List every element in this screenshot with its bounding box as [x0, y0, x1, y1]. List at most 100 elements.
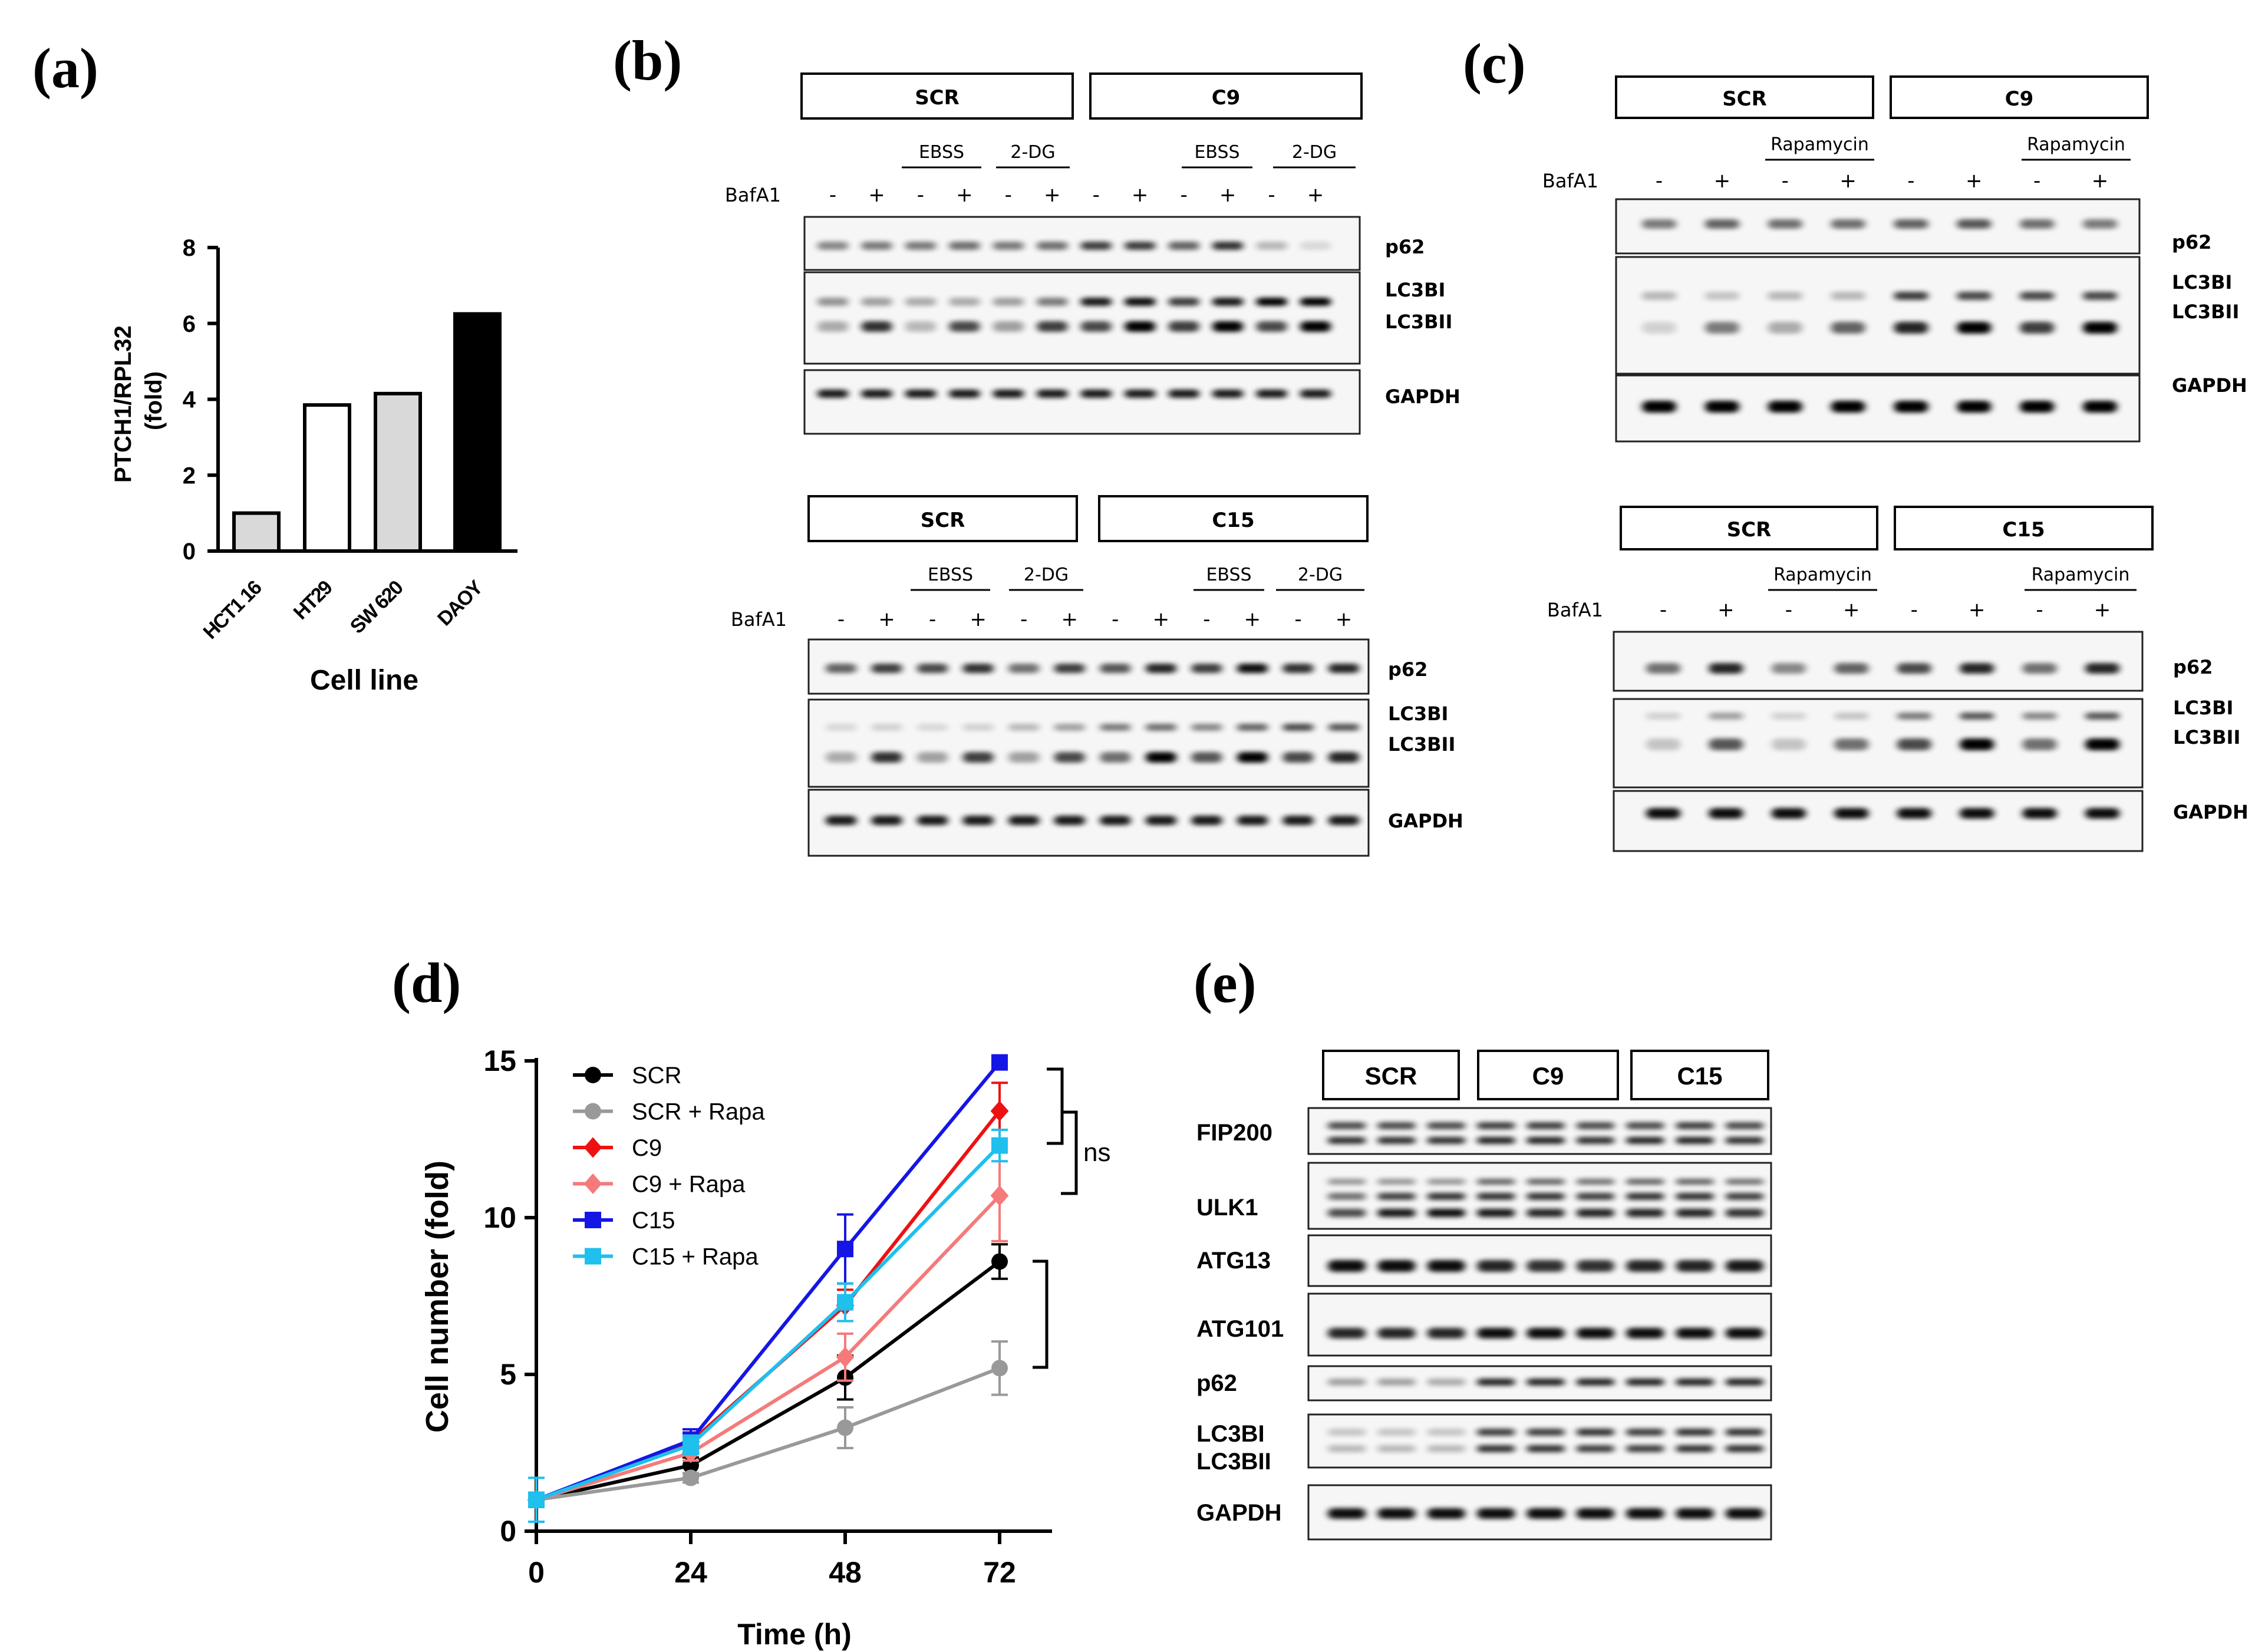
band [1145, 752, 1176, 763]
lane-sign: + [1969, 598, 1986, 622]
band [1328, 1508, 1366, 1519]
blot-frame [807, 638, 1370, 695]
condition-label: 2-DG [1298, 565, 1343, 585]
band [1427, 1508, 1465, 1519]
band [1477, 1179, 1515, 1185]
group-header-label: C9 [1532, 1062, 1564, 1090]
lane-sign: + [956, 183, 973, 207]
band [2085, 713, 2119, 720]
band [1646, 663, 1680, 674]
band [1527, 1328, 1565, 1338]
band [1477, 1379, 1515, 1386]
band-label: p62 [1385, 236, 1425, 258]
data-point [990, 1100, 1009, 1122]
band-label: ATG13 [1196, 1248, 1271, 1274]
band [917, 816, 948, 825]
legend: SCR SCR + Rapa C9 C9 + Rapa C15 C15 + Rapa [573, 1063, 765, 1270]
blot-c-bottom: SCR C15 Rapamycin Rapamycin BafA1 - + - + - + - + p62… [1547, 506, 2248, 852]
band [1960, 713, 1994, 720]
legend-label: C15 [632, 1208, 675, 1234]
band [1377, 1209, 1416, 1217]
band [1626, 1193, 1664, 1200]
group-header-box [1098, 495, 1369, 542]
band [1646, 808, 1680, 819]
band [1256, 321, 1287, 332]
band [861, 242, 892, 250]
band [2083, 219, 2117, 229]
band [1328, 752, 1359, 763]
band [1709, 663, 1743, 674]
band [993, 242, 1024, 250]
band-label: p62 [2172, 231, 2211, 253]
data-point [836, 1347, 855, 1368]
band [1527, 1429, 1565, 1436]
band [1100, 816, 1131, 825]
band [871, 724, 902, 731]
band-label: GAPDH [1385, 385, 1460, 408]
band [1427, 1379, 1465, 1386]
band [1642, 292, 1676, 300]
lane-sign: + [1153, 608, 1170, 631]
data-point [837, 1241, 853, 1258]
band [1328, 1122, 1366, 1129]
band [1676, 1193, 1714, 1200]
band [1726, 1508, 1763, 1519]
band [1897, 713, 1931, 720]
band [1726, 1137, 1763, 1144]
band [2085, 808, 2119, 819]
data-point [837, 1419, 853, 1436]
condition-label: EBSS [1194, 142, 1239, 163]
y-tick-label: 8 [183, 235, 196, 261]
band [1626, 1445, 1664, 1452]
lane-sign: - [1020, 608, 1027, 631]
band [949, 321, 980, 332]
group-header-label: C15 [1677, 1062, 1722, 1090]
bar [232, 511, 281, 553]
lane-sign: - [2033, 169, 2040, 193]
lane-sign: + [1307, 183, 1324, 207]
band [993, 298, 1024, 306]
band [1831, 219, 1865, 229]
band [1576, 1379, 1614, 1386]
band [1771, 808, 1806, 819]
data-point [991, 1054, 1008, 1071]
band [1008, 816, 1040, 825]
y-ticks: 0 2 4 6 8 [183, 235, 218, 565]
band [1576, 1137, 1614, 1144]
band [1427, 1445, 1465, 1452]
bracket-top-left [1047, 1067, 1064, 1145]
x-ticks: HCT1 16 HT29 SW 620 DAOY [199, 576, 487, 644]
band [1054, 664, 1085, 673]
band [1709, 713, 1743, 720]
band-label: LC3BI [2172, 271, 2232, 294]
band [1894, 401, 1928, 413]
y-axis-label-line2: (fold) [141, 371, 167, 430]
group-header-label: SCR [921, 509, 965, 532]
band [1125, 390, 1156, 398]
band [1328, 1429, 1366, 1436]
y-tick-label: 6 [183, 311, 196, 337]
band [1477, 1122, 1515, 1129]
band [1427, 1137, 1465, 1144]
x-tick-label: SW 620 [346, 576, 408, 638]
treatment-label: BafA1 [731, 608, 787, 631]
condition-label: EBSS [1206, 565, 1251, 585]
band [1704, 322, 1739, 334]
data-point [585, 1067, 601, 1083]
band [1960, 808, 1994, 819]
band [905, 242, 936, 250]
band [1377, 1508, 1416, 1519]
band [917, 664, 948, 673]
lane-sign: - [1005, 183, 1012, 207]
band [1834, 738, 1869, 750]
band [2020, 292, 2055, 300]
blot-frame [1307, 1292, 1772, 1357]
band [1168, 298, 1199, 306]
band [1709, 738, 1743, 750]
band [1100, 752, 1131, 763]
band [826, 724, 856, 731]
band [1256, 390, 1287, 398]
lane-sign: + [1843, 598, 1860, 622]
band [917, 724, 948, 731]
band [1008, 724, 1040, 731]
